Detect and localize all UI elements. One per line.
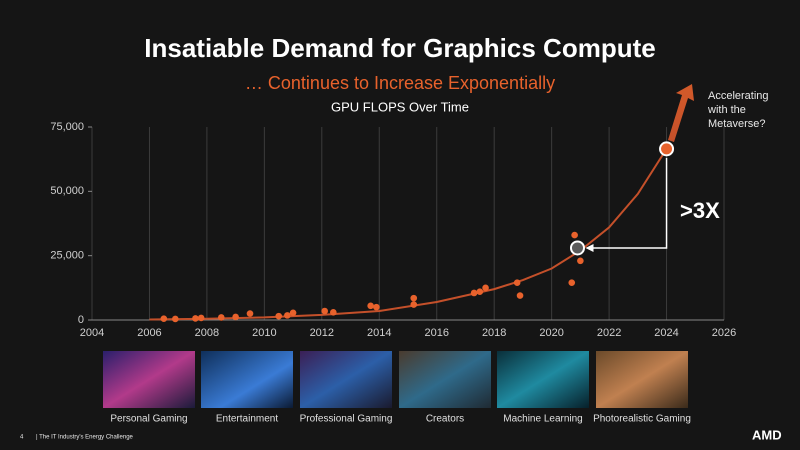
x-tick-label: 2006: [137, 327, 161, 339]
chart-title: GPU FLOPS Over Time: [331, 99, 469, 114]
x-tick-label: 2012: [310, 327, 334, 339]
x-tick-label: 2026: [712, 327, 736, 339]
slide-title: Insatiable Demand for Graphics Compute: [144, 33, 655, 63]
x-tick-label: 2020: [539, 327, 563, 339]
point: [321, 307, 328, 315]
comparison-arrow: [587, 157, 668, 249]
point: [568, 279, 576, 286]
point: [284, 312, 291, 319]
point: [577, 257, 584, 265]
x-tick-label: 2018: [482, 327, 506, 339]
point: [197, 314, 205, 322]
point: [232, 313, 239, 321]
tile-image: [300, 351, 392, 408]
point: [410, 301, 418, 308]
point: [513, 279, 521, 286]
tile-image: [399, 351, 491, 408]
tile-label: Machine Learning: [503, 414, 583, 425]
point: [373, 303, 380, 311]
point: [330, 308, 337, 316]
footer: | The IT Industry's Energy Challenge: [36, 435, 134, 441]
point: [470, 289, 478, 297]
tile-image: [596, 351, 688, 408]
tile-label: Personal Gaming: [110, 414, 187, 425]
point: [516, 292, 524, 299]
tile-label: Entertainment: [216, 414, 278, 425]
point: [275, 312, 283, 320]
x-tick-label: 2008: [195, 327, 219, 339]
point: [217, 314, 225, 321]
y-tick-label: 0: [78, 314, 84, 326]
annotation: with the: [707, 104, 746, 116]
trend-line: [149, 148, 668, 321]
point: [571, 231, 578, 239]
comparison-arrowhead: [585, 243, 594, 252]
trend-arrow: [668, 84, 694, 142]
point: [246, 310, 254, 317]
tile-label: Creators: [426, 414, 464, 425]
y-tick-label: 75,000: [50, 121, 84, 133]
point: [476, 288, 484, 295]
x-tick-label: 2024: [654, 327, 678, 339]
tile-image: [497, 351, 589, 408]
y-tick-label: 25,000: [50, 250, 84, 262]
annotation: Metaverse?: [708, 118, 765, 130]
logo: AMD: [752, 427, 782, 442]
point: [289, 309, 297, 317]
slide-subtitle: … Continues to Increase Exponentially: [245, 73, 555, 93]
highlight-point: [569, 240, 585, 256]
tile-label: Photorealistic Gaming: [593, 414, 691, 425]
highlight-point: [659, 141, 675, 157]
annotation: Accelerating: [708, 90, 769, 102]
x-tick-label: 2022: [597, 327, 621, 339]
annotation: >3X: [680, 198, 720, 223]
y-tick-label: 50,000: [50, 185, 84, 197]
point: [482, 284, 489, 292]
x-tick-label: 2010: [252, 327, 276, 339]
point: [160, 315, 168, 323]
tile-image: [201, 351, 293, 408]
tile-image: [103, 351, 195, 408]
x-tick-label: 2016: [424, 327, 448, 339]
point: [367, 302, 374, 310]
point: [410, 294, 418, 302]
point: [192, 315, 199, 322]
x-tick-label: 2004: [80, 327, 104, 339]
page-number: 4: [20, 435, 24, 441]
x-tick-label: 2014: [367, 327, 391, 339]
tiles: Personal Gaming Entertainment Professional…: [103, 351, 691, 425]
point: [172, 315, 179, 323]
tile-label: Professional Gaming: [300, 414, 393, 425]
